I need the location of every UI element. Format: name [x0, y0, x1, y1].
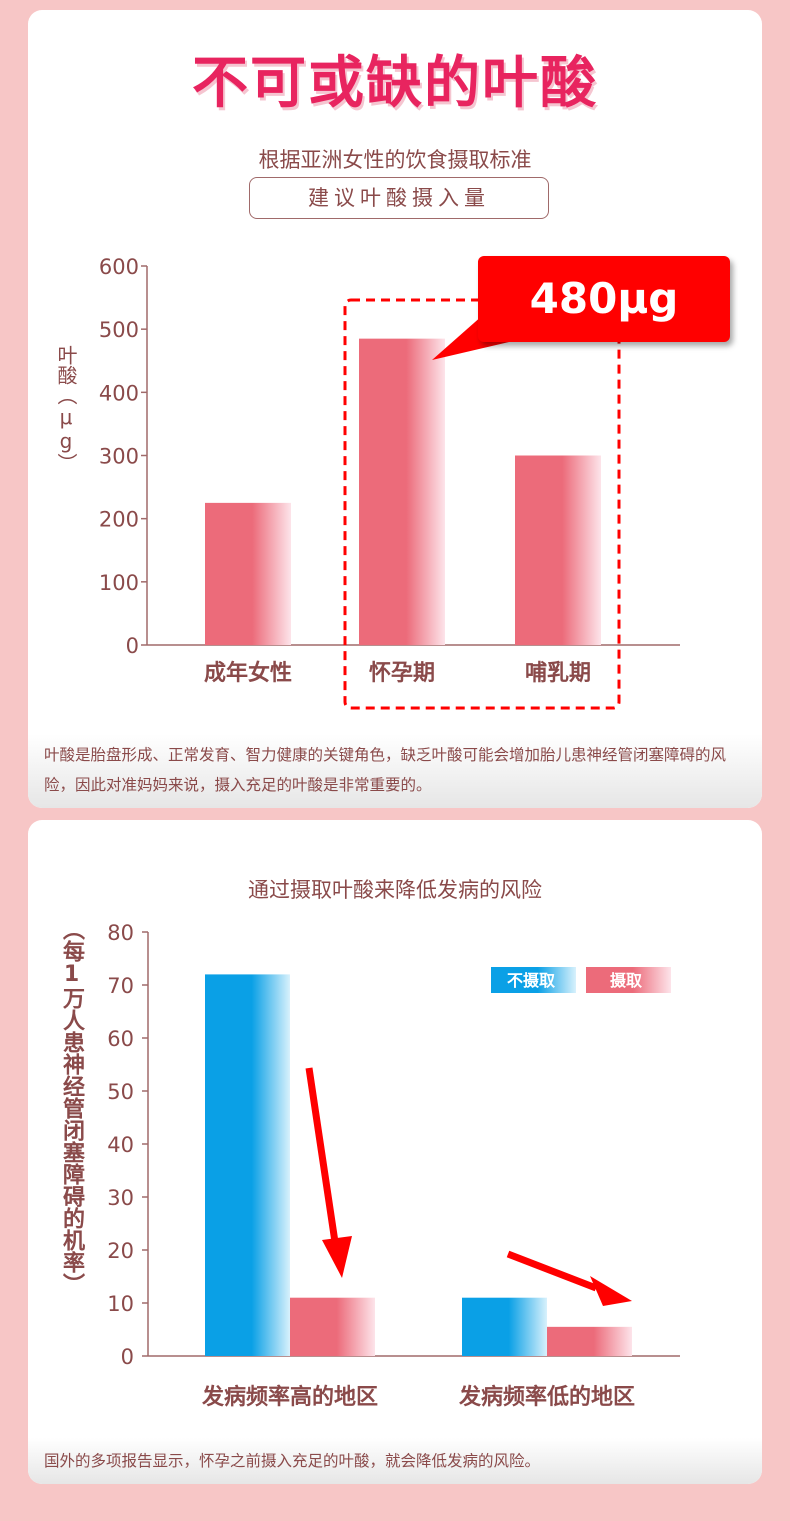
chart1-y-tick-label: 0 — [126, 634, 139, 658]
chart2-y-tick-label: 10 — [107, 1292, 134, 1316]
chart1-title: 建议叶酸摄入量 — [249, 177, 549, 219]
chart1-x-tick-label: 哺乳期 — [525, 660, 591, 686]
chart2-y-tick-label: 50 — [107, 1080, 134, 1104]
chart2-bar — [290, 1297, 375, 1356]
chart2-bar — [547, 1326, 632, 1356]
chart2-x-tick-label: 发病频率高的地区 — [201, 1384, 378, 1410]
chart2-y-tick-label: 70 — [107, 974, 134, 998]
chart2-title: 通过摄取叶酸来降低发病的风险 — [248, 878, 542, 902]
chart2-bar — [462, 1297, 547, 1356]
chart1-y-tick-label: 400 — [99, 381, 139, 405]
chart2-bar — [205, 974, 290, 1356]
chart2-y-tick-label: 60 — [107, 1027, 134, 1051]
chart1-bar — [515, 455, 601, 645]
chart1-y-tick-label: 200 — [99, 508, 139, 532]
chart-card-risk — [28, 820, 762, 1484]
arrow-down-icon-head — [322, 1236, 352, 1278]
chart2-legend-swatch — [586, 967, 671, 993]
chart2-x-tick-label: 发病频率低的地区 — [458, 1384, 635, 1410]
chart2-y-axis-label: （每1万人患神经管闭塞障碍的机率） — [59, 918, 84, 1295]
chart1-subtitle: 根据亚洲女性的饮食摄取标准 — [258, 148, 532, 172]
arrow-right-down-icon-head — [590, 1276, 632, 1306]
note-risk-reduction: 国外的多项报告显示，怀孕之前摄入充足的叶酸，就会降低发病的风险。 — [28, 1438, 762, 1484]
chart1-y-tick-label: 300 — [99, 445, 139, 469]
chart1-highlight-box — [343, 298, 621, 710]
chart1-y-tick-label: 600 — [99, 255, 139, 279]
arrow-down-icon — [305, 1067, 339, 1243]
callout-480: 480μg — [478, 256, 730, 342]
chart2-legend-label: 摄取 — [610, 971, 642, 990]
chart2-legend-swatch — [491, 967, 576, 993]
chart1-y-tick-label: 100 — [99, 571, 139, 595]
note-folic-importance: 叶酸是胎盘形成、正常发育、智力健康的关键角色，缺乏叶酸可能会增加胎儿患神经管闭塞… — [28, 734, 762, 808]
chart1-x-tick-label: 怀孕期 — [369, 661, 435, 686]
chart2-y-tick-label: 20 — [107, 1239, 134, 1263]
chart1-x-tick-label: 成年女性 — [204, 660, 292, 686]
chart1-y-tick-label: 500 — [99, 318, 139, 342]
arrow-right-down-icon — [506, 1250, 598, 1292]
chart2-y-tick-label: 40 — [107, 1133, 134, 1157]
chart2-y-tick-label: 30 — [107, 1186, 134, 1210]
chart1-bar — [359, 338, 445, 645]
chart1-bar — [205, 502, 291, 645]
chart2-y-tick-label: 0 — [121, 1345, 134, 1369]
chart2-legend-label: 不摄取 — [507, 971, 555, 990]
chart2-y-tick-label: 80 — [107, 921, 134, 945]
chart1-y-axis-label: 叶酸（μg） — [54, 345, 78, 473]
page-title: 不可或缺的叶酸 — [192, 51, 598, 116]
